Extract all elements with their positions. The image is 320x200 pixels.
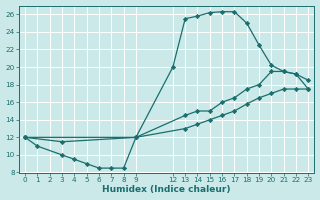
X-axis label: Humidex (Indice chaleur): Humidex (Indice chaleur): [102, 185, 231, 194]
